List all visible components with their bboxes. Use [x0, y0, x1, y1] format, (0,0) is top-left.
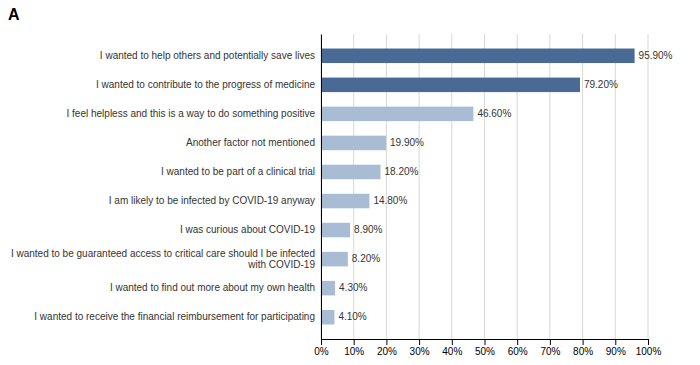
- y-tick-label-line: I wanted to contribute to the progress o…: [96, 79, 315, 90]
- y-tick-label: Another factor not mentioned: [186, 137, 315, 148]
- grid-line: [321, 34, 322, 339]
- x-tick-mark: [615, 339, 616, 345]
- grid-line: [582, 34, 583, 339]
- y-tick-label-line: with COVID-19: [247, 259, 315, 270]
- y-tick-label-line: I was curious about COVID-19: [180, 224, 315, 235]
- x-tick: 80%: [573, 339, 593, 357]
- x-tick-label: 10%: [344, 346, 364, 357]
- x-tick-mark: [386, 339, 387, 345]
- y-tick-label: I am likely to be infected by COVID-19 a…: [109, 195, 315, 206]
- x-tick: 70%: [540, 339, 560, 357]
- y-tick: I wanted to help others and potentially …: [100, 50, 321, 61]
- bar: [321, 310, 334, 325]
- bars: [321, 49, 635, 325]
- data-label: 4.10%: [338, 311, 366, 322]
- data-label: 18.20%: [385, 166, 419, 177]
- y-tick-label-line: I feel helpless and this is a way to do …: [67, 108, 316, 119]
- y-tick: I feel helpless and this is a way to do …: [67, 108, 321, 119]
- title: A: [8, 6, 20, 23]
- y-tick-label-line: I wanted to be part of a clinical trial: [161, 166, 315, 177]
- data-label: 8.20%: [352, 253, 380, 264]
- x-tick: 10%: [344, 339, 364, 357]
- y-tick: I was curious about COVID-19: [180, 224, 321, 235]
- x-tick-mark: [321, 339, 322, 345]
- x-axis: 0% 10% 20% 30% 40% 50% 60% 70% 80% 90% 100%: [314, 339, 661, 357]
- x-tick-mark: [517, 339, 518, 345]
- y-tick-label: I wanted to be part of a clinical trial: [161, 166, 315, 177]
- y-tick-label: I wanted to be guaranteed access to crit…: [11, 248, 316, 270]
- x-tick: 90%: [606, 339, 626, 357]
- data-label: 8.90%: [354, 224, 382, 235]
- plot: 4.10% 4.30% 8.20% 8.90% 14.80% 18.20% 19.90% 46…: [11, 34, 673, 357]
- y-tick: I am likely to be infected by COVID-19 a…: [109, 195, 321, 206]
- y-tick-label: I wanted to contribute to the progress o…: [96, 79, 315, 90]
- y-tick: I wanted to be guaranteed access to crit…: [11, 248, 321, 270]
- data-label: 19.90%: [390, 137, 424, 148]
- x-tick-label: 90%: [606, 346, 626, 357]
- grid-line: [648, 34, 649, 339]
- bar: [321, 49, 635, 64]
- x-tick-mark: [452, 339, 453, 345]
- data-label: 46.60%: [477, 108, 511, 119]
- x-tick-label: 0%: [314, 346, 329, 357]
- data-labels: 4.10% 4.30% 8.20% 8.90% 14.80% 18.20% 19.90% 46…: [338, 50, 672, 322]
- data-label: 79.20%: [584, 79, 618, 90]
- data-label: 14.80%: [373, 195, 407, 206]
- y-tick-label-line: I wanted to find out more about my own h…: [110, 282, 315, 293]
- bar: [321, 165, 381, 180]
- x-tick: 30%: [410, 339, 430, 357]
- x-tick: 0%: [314, 339, 329, 357]
- x-tick-mark: [485, 339, 486, 345]
- y-tick: I wanted to contribute to the progress o…: [96, 79, 321, 90]
- x-tick-label: 20%: [377, 346, 397, 357]
- x-axis-line: [322, 340, 649, 346]
- y-tick-label: I was curious about COVID-19: [180, 224, 315, 235]
- x-tick-label: 40%: [442, 346, 462, 357]
- y-tick-label-line: I am likely to be infected by COVID-19 a…: [109, 195, 315, 206]
- y-tick: I wanted to be part of a clinical trial: [161, 166, 321, 177]
- y-tick: Another factor not mentioned: [186, 137, 321, 148]
- x-tick-mark: [648, 339, 649, 345]
- bar: [321, 194, 369, 209]
- x-tick: 20%: [377, 339, 397, 357]
- x-tick-mark: [550, 339, 551, 345]
- data-label: 4.30%: [339, 282, 367, 293]
- y-tick: I wanted to find out more about my own h…: [110, 282, 321, 293]
- x-tick-label: 50%: [475, 346, 495, 357]
- y-axis: I wanted to receive the financial reimbu…: [11, 35, 322, 340]
- bar: [321, 136, 386, 151]
- x-tick-label: 60%: [508, 346, 528, 357]
- bar: [321, 107, 473, 122]
- y-tick-label: I feel helpless and this is a way to do …: [67, 108, 316, 119]
- y-tick: I wanted to receive the financial reimbu…: [34, 311, 321, 322]
- x-tick-label: 30%: [410, 346, 430, 357]
- bar: [321, 78, 580, 93]
- data-label: 95.90%: [639, 50, 673, 61]
- y-tick-label-line: Another factor not mentioned: [186, 137, 315, 148]
- y-tick-label: I wanted to help others and potentially …: [100, 50, 315, 61]
- x-tick-mark: [354, 339, 355, 345]
- x-tick-mark: [583, 339, 584, 345]
- x-tick-label: 70%: [540, 346, 560, 357]
- grid: [321, 34, 648, 339]
- bar: [321, 252, 348, 267]
- y-tick-label-line: I wanted to help others and potentially …: [100, 50, 315, 61]
- y-tick-label: I wanted to find out more about my own h…: [110, 282, 315, 293]
- y-tick-label: I wanted to receive the financial reimbu…: [34, 311, 315, 322]
- y-tick-label-line: I wanted to receive the financial reimbu…: [34, 311, 315, 322]
- chart: A4.10%4.30%8.20%8.90%14.80%18.20%19.90%4…: [0, 0, 700, 365]
- x-tick-label: 100%: [636, 346, 662, 357]
- x-tick: 60%: [508, 339, 528, 357]
- bar: [321, 281, 335, 296]
- bar: [321, 223, 350, 238]
- y-axis-line: [321, 35, 322, 340]
- x-tick-mark: [419, 339, 420, 345]
- x-tick: 50%: [475, 339, 495, 357]
- x-tick: 40%: [442, 339, 462, 357]
- x-tick: 100%: [636, 339, 662, 357]
- x-tick-label: 80%: [573, 346, 593, 357]
- y-tick-label-line: I wanted to be guaranteed access to crit…: [11, 248, 315, 259]
